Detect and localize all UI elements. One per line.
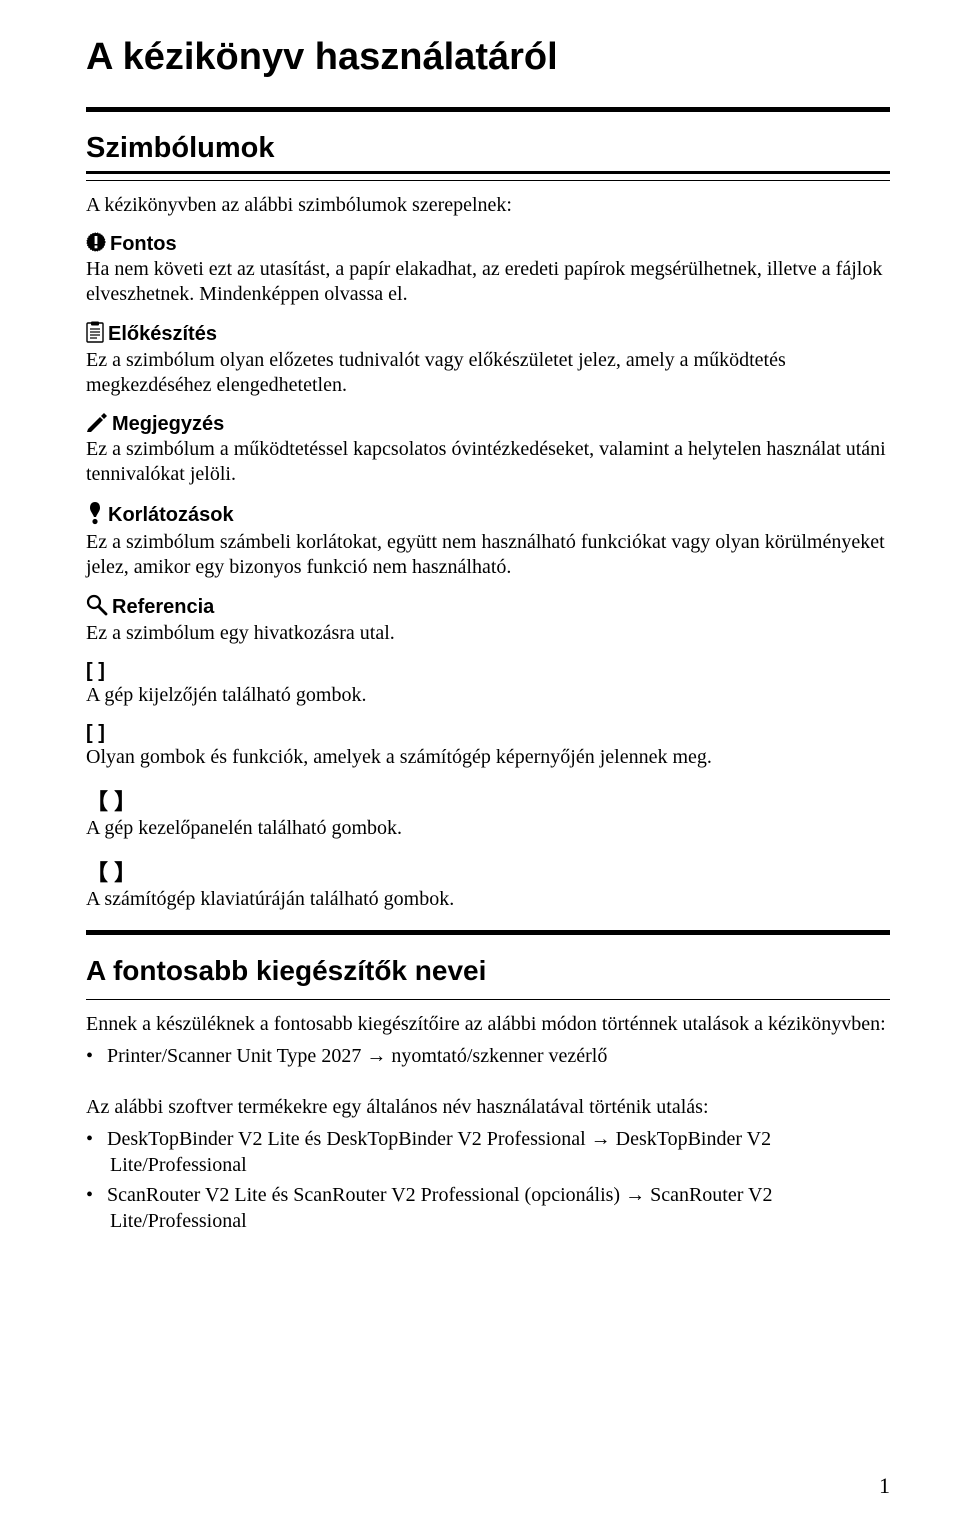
- referencia-desc: Ez a szimbólum egy hivatkozásra utal.: [86, 621, 890, 646]
- bracket-4-symbol: 【 】: [86, 855, 890, 887]
- software-intro: Az alábbi szoftver termékekre egy általá…: [86, 1095, 890, 1120]
- accessories-list-2: DeskTopBinder V2 Lite és DeskTopBinder V…: [86, 1126, 890, 1234]
- magnifier-icon: [86, 594, 108, 621]
- korlatozasok-desc: Ez a szimbólum számbeli korlátokat, együ…: [86, 530, 890, 580]
- section-title-symbols: Szimbólumok: [86, 132, 890, 165]
- bracket-2-desc: Olyan gombok és funkciók, amelyek a szám…: [86, 745, 890, 770]
- bracket-3-desc: A gép kezelőpanelén található gombok.: [86, 816, 890, 841]
- section-title-accessories: A fontosabb kiegészítők nevei: [86, 955, 890, 987]
- bracket-1-symbol: [ ]: [86, 660, 890, 683]
- accessories-list-1: Printer/Scanner Unit Type 2027 → nyomtat…: [86, 1043, 890, 1069]
- elokeszites-label: Előkészítés: [108, 323, 217, 346]
- megjegyzes-label-line: Megjegyzés: [86, 412, 890, 437]
- elokeszites-label-line: Előkészítés: [86, 321, 890, 348]
- bracket-3-symbol: 【 】: [86, 784, 890, 816]
- fontos-desc: Ha nem követi ezt az utasítást, a papír …: [86, 257, 890, 307]
- page-number: 1: [879, 1473, 890, 1499]
- intro-text: A kézikönyvben az alábbi szimbólumok sze…: [86, 193, 890, 218]
- divider-thin-2: [86, 999, 890, 1000]
- list-item: ScanRouter V2 Lite és ScanRouter V2 Prof…: [86, 1182, 890, 1234]
- important-icon: [86, 232, 106, 257]
- fontos-label-line: Fontos: [86, 232, 890, 257]
- elokeszites-desc: Ez a szimbólum olyan előzetes tudnivalót…: [86, 348, 890, 398]
- divider-thin: [86, 180, 890, 181]
- fontos-label: Fontos: [110, 233, 177, 256]
- divider-medium: [86, 171, 890, 174]
- accessories-intro: Ennek a készüléknek a fontosabb kiegészí…: [86, 1012, 890, 1037]
- korlatozasok-label-line: Korlátozások: [86, 501, 890, 530]
- bracket-1-desc: A gép kijelzőjén található gombok.: [86, 683, 890, 708]
- divider-thick-2: [86, 930, 890, 935]
- exclamation-icon: [86, 501, 104, 530]
- megjegyzes-label: Megjegyzés: [112, 413, 224, 436]
- list-item: DeskTopBinder V2 Lite és DeskTopBinder V…: [86, 1126, 890, 1178]
- megjegyzes-desc: Ez a szimbólum a működtetéssel kapcsolat…: [86, 437, 890, 487]
- pencil-note-icon: [86, 412, 108, 437]
- bracket-4-desc: A számítógép klaviatúráján található gom…: [86, 887, 890, 912]
- referencia-label-line: Referencia: [86, 594, 890, 621]
- referencia-label: Referencia: [112, 596, 214, 619]
- main-title: A kézikönyv használatáról: [86, 36, 890, 79]
- clipboard-icon: [86, 321, 104, 348]
- korlatozasok-label: Korlátozások: [108, 504, 234, 527]
- bracket-2-symbol: [ ]: [86, 722, 890, 745]
- list-item: Printer/Scanner Unit Type 2027 → nyomtat…: [86, 1043, 890, 1069]
- document-page: A kézikönyv használatáról Szimbólumok A …: [0, 0, 960, 1521]
- divider-thick: [86, 107, 890, 112]
